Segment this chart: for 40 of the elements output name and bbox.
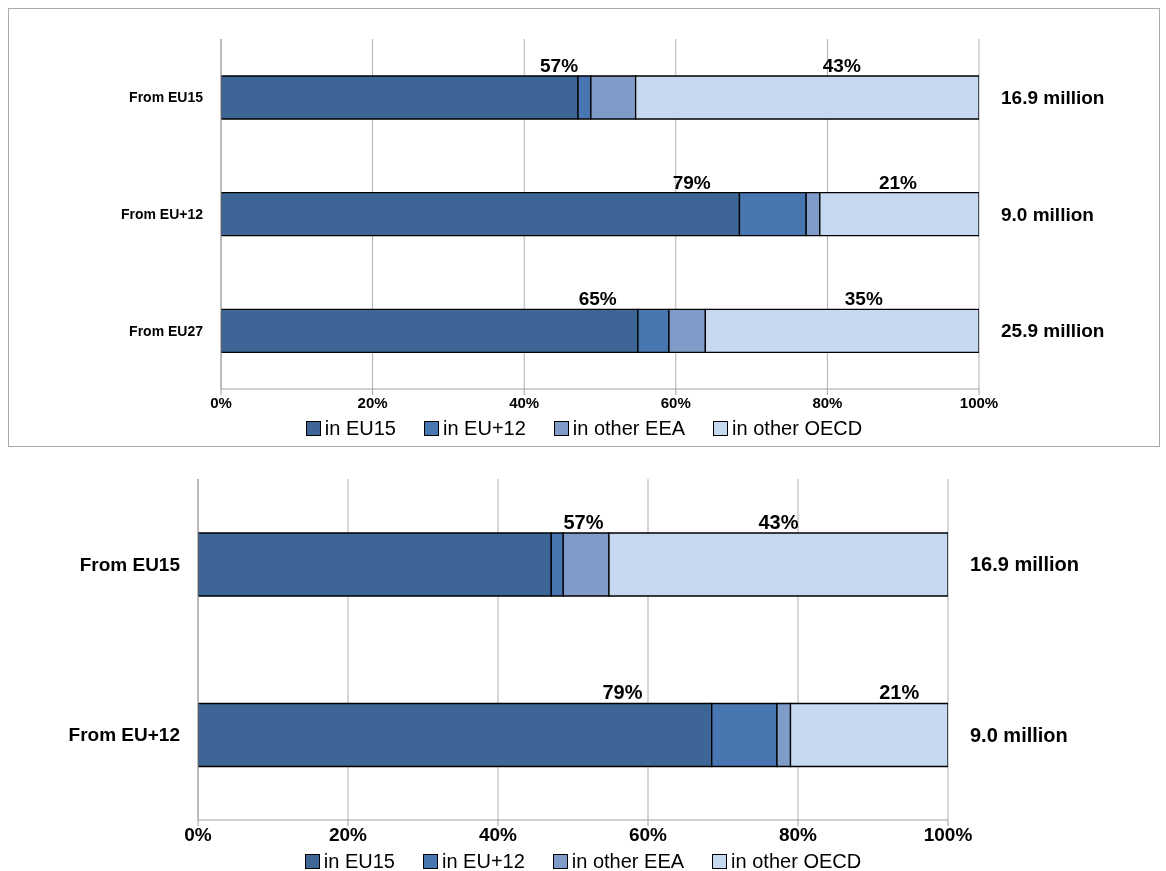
legend-label: in other OECD [732,417,863,440]
y-tick-label: From EU15 [129,89,204,106]
x-tick-label: 40% [509,393,540,411]
x-tick-label: 60% [628,824,668,846]
annotation: 35% [844,288,883,310]
annotation: 57% [540,54,579,76]
x-tick-label: 0% [210,393,232,411]
x-tick-label: 20% [328,824,368,846]
annotation: 57% [563,510,604,533]
y-tick-label: From EU27 [129,322,204,339]
legend-label: in EU+12 [442,417,526,440]
x-tick-label: 20% [357,393,388,411]
legend-label: in other EEA [571,850,685,871]
text: 25.9 million [1001,320,1105,342]
y-tick-label: From EU15 [79,553,181,575]
text: 9.0 million [970,723,1068,746]
text: 9.0 million [1001,203,1094,225]
x-tick-label: 100% [959,393,999,411]
y-tick-label: From EU+12 [120,205,204,222]
legend-label: in EU15 [323,850,395,871]
x-tick-label: 0% [184,824,212,846]
legend-label: in EU15 [324,417,396,440]
legend-label: in other EEA [572,417,686,440]
annotation: 79% [602,681,643,704]
text: 16.9 million [1001,86,1105,108]
annotation: 65% [578,288,617,310]
annotation: 43% [758,510,799,533]
annotation: 79% [672,171,711,193]
legend-label: in EU+12 [441,850,525,871]
x-tick-label: 80% [778,824,818,846]
annotation: 43% [822,54,861,76]
y-tick-label: From EU+12 [68,724,180,746]
x-tick-label: 40% [478,824,518,846]
x-tick-label: 100% [923,824,973,846]
annotation: 21% [878,171,917,193]
annotation: 21% [879,681,920,704]
legend-label: in other OECD [731,850,862,871]
x-tick-label: 80% [812,393,843,411]
x-tick-label: 60% [660,393,691,411]
text: 16.9 million [970,553,1079,576]
